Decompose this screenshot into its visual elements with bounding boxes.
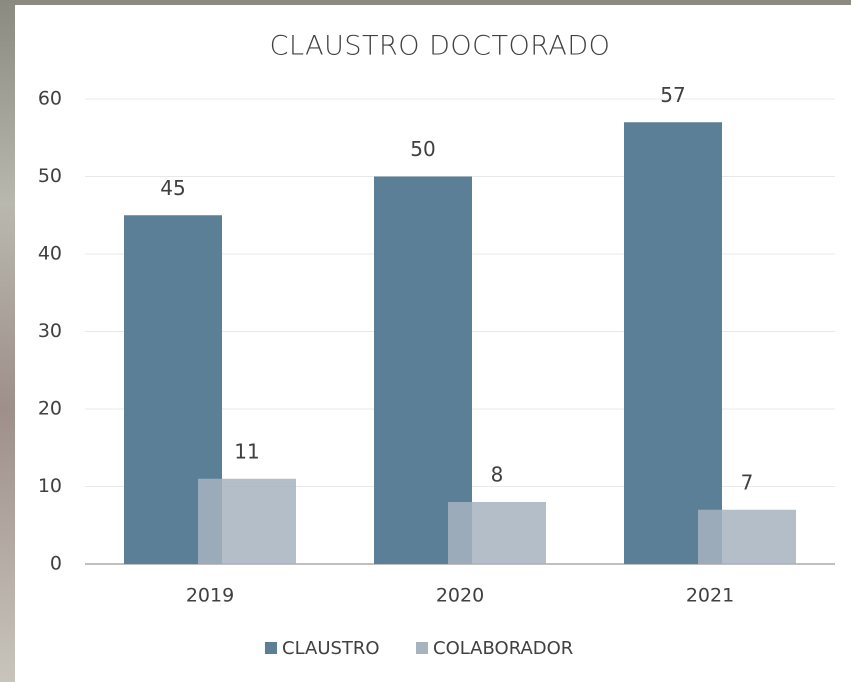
bar xyxy=(374,176,472,564)
y-tick-label: 20 xyxy=(38,398,62,420)
y-tick-label: 30 xyxy=(38,320,62,342)
y-tick-label: 10 xyxy=(38,475,62,497)
bar xyxy=(624,122,722,564)
bar xyxy=(198,478,296,564)
y-tick-label: 50 xyxy=(38,165,62,187)
y-tick-label: 0 xyxy=(50,553,62,575)
bar xyxy=(448,502,546,564)
data-label: 50 xyxy=(410,137,435,161)
data-label: 11 xyxy=(234,439,259,463)
legend-swatch xyxy=(265,642,277,654)
legend-swatch xyxy=(416,642,428,654)
x-tick-label: 2020 xyxy=(436,585,484,607)
y-tick-label: 60 xyxy=(38,88,62,110)
legend-label: CLAUSTRO xyxy=(282,638,380,659)
data-label: 57 xyxy=(660,83,685,107)
data-label: 8 xyxy=(491,463,504,487)
x-tick-label: 2019 xyxy=(186,585,234,607)
data-label: 45 xyxy=(160,176,185,200)
bar xyxy=(698,509,796,564)
chart-title: CLAUSTRO DOCTORADO xyxy=(270,31,611,62)
data-label: 7 xyxy=(741,470,754,494)
y-tick-label: 40 xyxy=(38,243,62,265)
legend-label: COLABORADOR xyxy=(433,638,573,659)
x-tick-label: 2021 xyxy=(686,585,734,607)
